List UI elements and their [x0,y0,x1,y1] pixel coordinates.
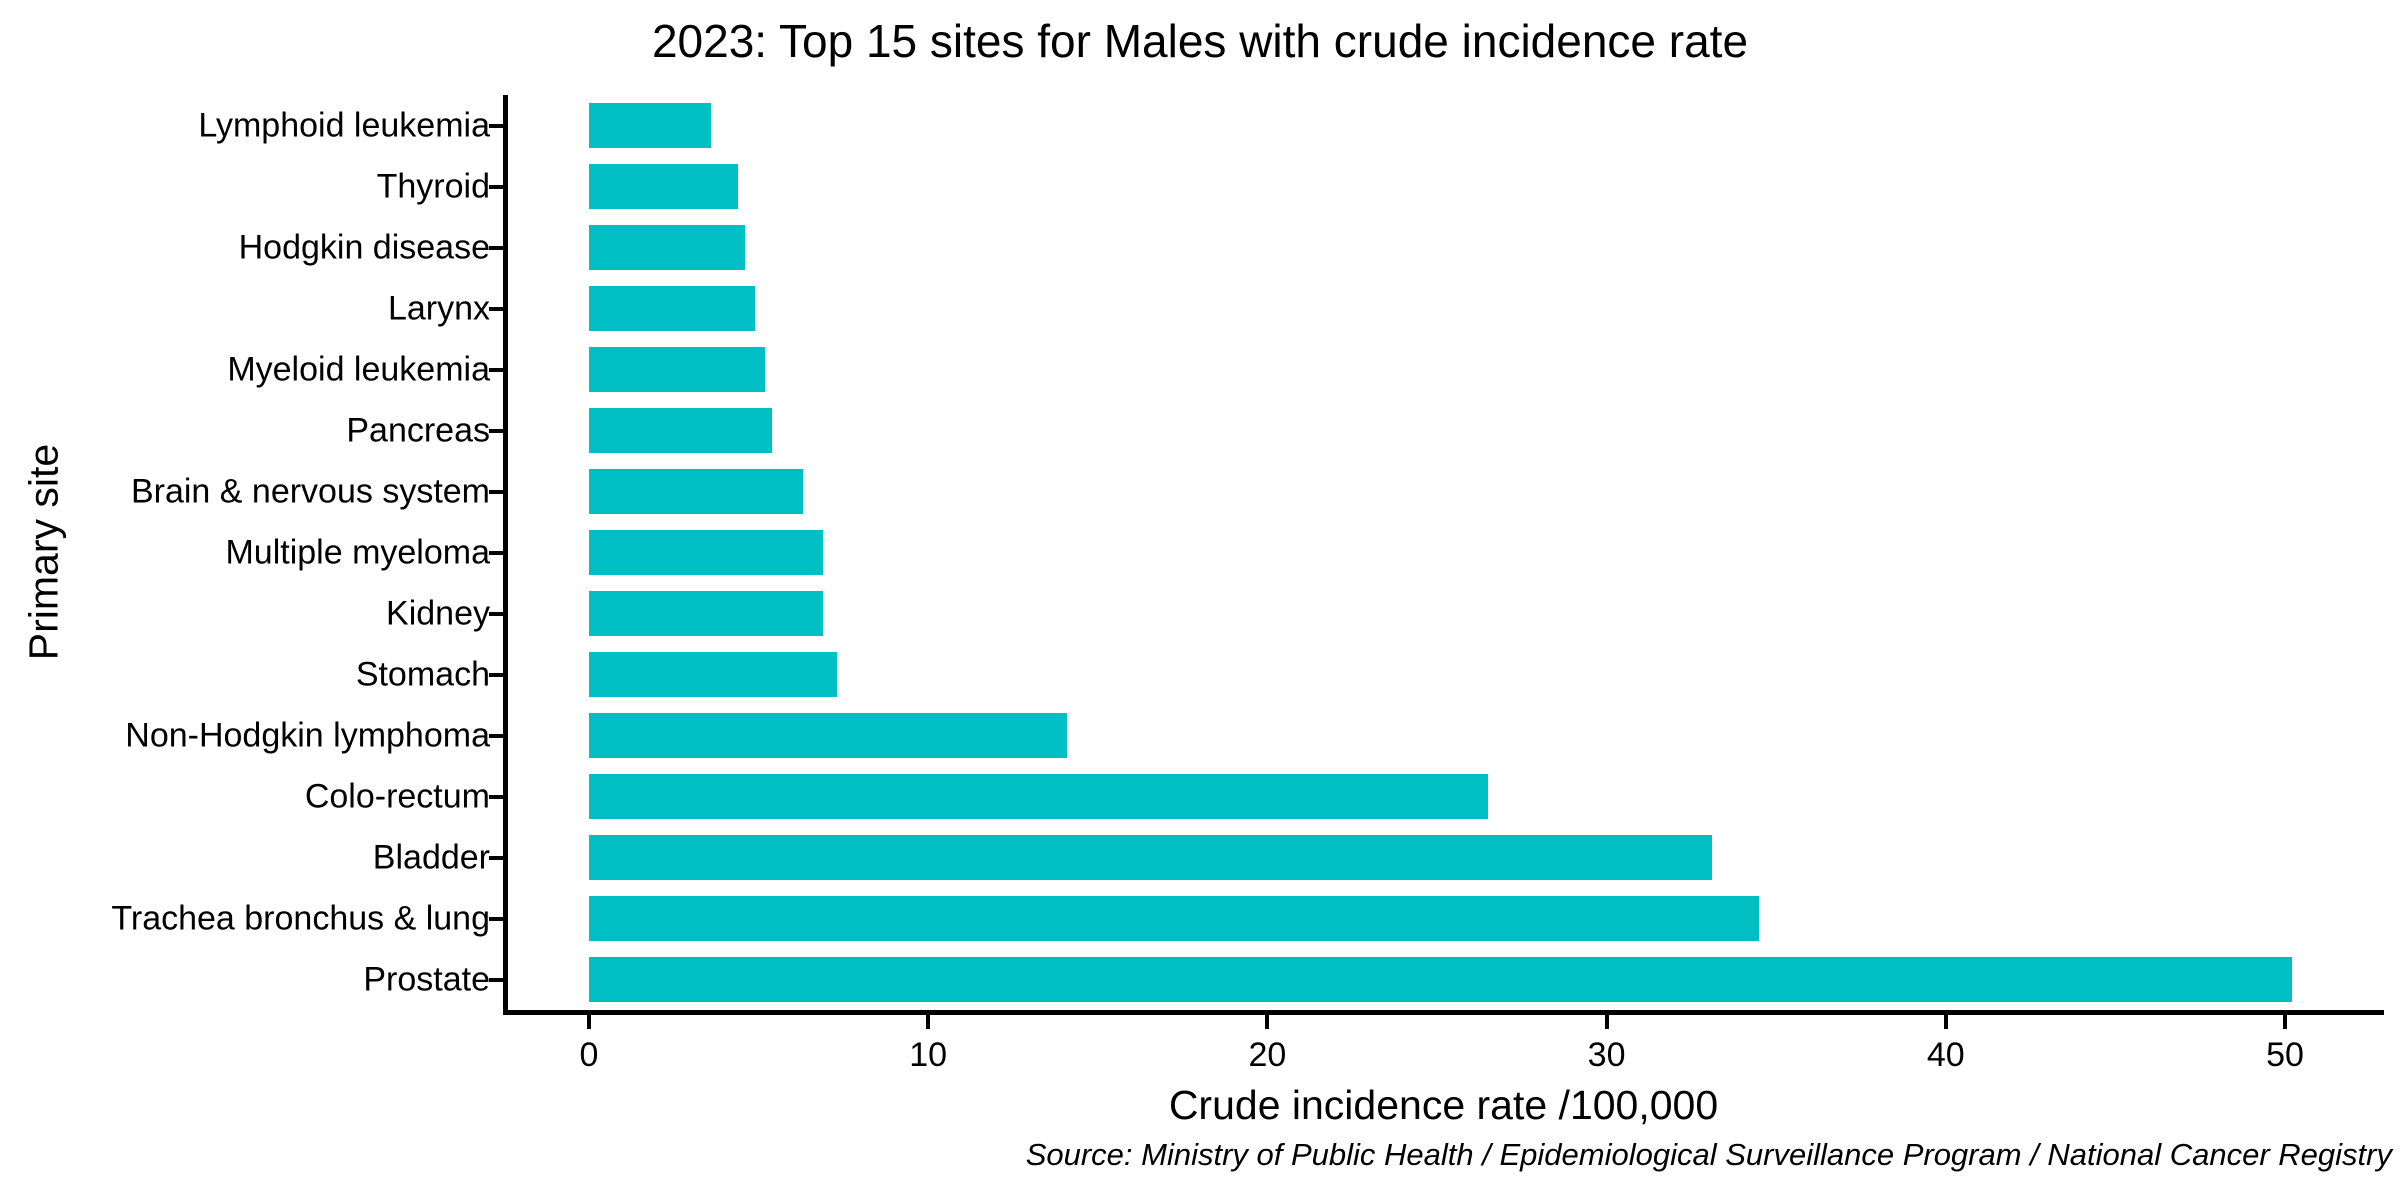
bar [589,408,773,453]
y-tick-mark [489,367,503,372]
y-tick-mark [489,184,503,189]
x-tick-mark [1943,1015,1948,1029]
source-note: Source: Ministry of Public Health / Epid… [1025,1137,2392,1172]
y-tick-label: Brain & nervous system [130,472,490,510]
y-axis-title: Primary site [20,443,67,661]
bar [589,225,746,270]
y-tick-mark [489,672,503,677]
bar-row: Bladder [373,827,2384,888]
bar [589,774,1488,819]
bar-row: Hodgkin disease [239,217,2384,278]
y-tick-mark [489,611,503,616]
x-tick-label: 0 [579,1036,599,1074]
y-tick-mark [489,306,503,311]
x-tick-label: 10 [909,1036,948,1074]
bar-row: Thyroid [377,156,2384,217]
bar [589,652,837,697]
bar [589,286,756,331]
bar [589,957,2292,1002]
y-tick-label: Stomach [355,655,490,693]
bar [589,713,1068,758]
plot-area: Lymphoid leukemia Thyroid Hodgkin disease L… [111,95,2384,1074]
bar [589,591,824,636]
y-tick-label: Bladder [372,838,490,876]
y-tick-mark [489,977,503,982]
x-axis-title: Crude incidence rate /100,000 [1168,1082,1719,1128]
x-tick-mark [1604,1015,1609,1029]
x-tick-mark [1265,1015,1270,1029]
bar-row: Brain & nervous system [131,461,2384,522]
bar [589,103,712,148]
bar-row: Non-Hodgkin lymphoma [125,705,2384,766]
x-tick-mark [926,1015,931,1029]
y-tick-mark [489,794,503,799]
bar-row: Larynx [388,278,2384,339]
bar-row: Stomach [356,644,2384,705]
y-tick-label: Lymphoid leukemia [198,106,490,144]
y-tick-mark [489,550,503,555]
y-tick-mark [489,855,503,860]
y-tick-label: Trachea bronchus & lung [111,899,490,937]
y-tick-label: Thyroid [376,167,490,205]
y-tick-label: Multiple myeloma [225,533,490,571]
y-tick-mark [489,916,503,921]
x-tick-mark [587,1015,591,1029]
bar [589,835,1712,880]
y-tick-label: Larynx [387,289,490,327]
bar [589,347,766,392]
y-tick-label: Prostate [363,960,490,998]
y-tick-label: Myeloid leukemia [227,350,490,388]
chart-title: 2023: Top 15 sites for Males with crude … [651,15,1749,67]
y-tick-label: Colo-rectum [304,777,490,815]
x-tick-mark [2283,1015,2287,1029]
y-tick-mark [489,733,503,738]
y-tick-label: Kidney [386,594,490,632]
bar-row: Colo-rectum [305,766,2384,827]
x-tick-label: 40 [1926,1036,1965,1074]
y-tick-label: Pancreas [346,411,490,449]
y-tick-label: Non-Hodgkin lymphoma [125,716,490,754]
bar-row: Lymphoid leukemia [198,95,2384,156]
bar [589,530,824,575]
x-tick-label: 50 [2266,1036,2304,1074]
bar-row: Prostate [363,949,2384,1010]
x-tick-label: 30 [1587,1036,1626,1074]
y-tick-mark [489,489,503,494]
y-tick-mark [489,428,503,433]
bar-row: Trachea bronchus & lung [111,888,2384,949]
bar-rows: Lymphoid leukemia Thyroid Hodgkin disease L… [111,95,2384,1010]
bar-row: Multiple myeloma [225,522,2384,583]
y-tick-mark [489,245,503,250]
bar [589,164,739,209]
bar-row: Myeloid leukemia [227,339,2384,400]
y-tick-label: Hodgkin disease [238,228,490,266]
bar-row: Pancreas [346,400,2384,461]
bar [589,469,803,514]
y-tick-mark [489,123,503,128]
bar [589,896,1760,941]
x-tick-label: 20 [1248,1036,1287,1074]
bar-row: Kidney [386,583,2384,644]
